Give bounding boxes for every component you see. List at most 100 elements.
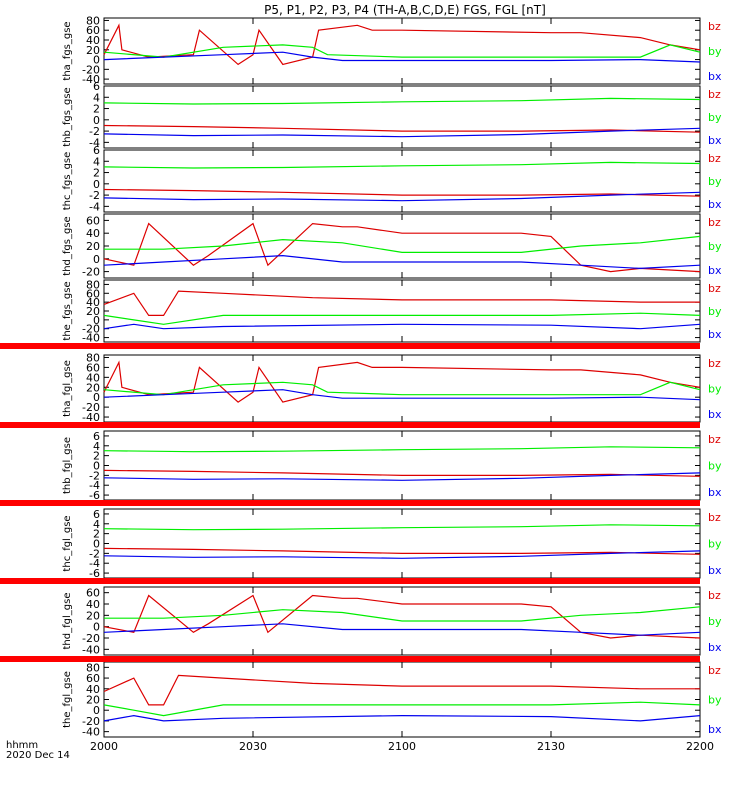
y-tick-label: -20 [82, 715, 100, 728]
y-tick-label: -2 [89, 125, 100, 138]
y-tick-label: -20 [82, 266, 100, 279]
legend-bz: bz [708, 433, 721, 446]
y-tick-label: 20 [86, 694, 100, 707]
bar-1 [0, 422, 700, 428]
legend-bx: bx [708, 70, 722, 83]
x-tick-label: 2000 [90, 740, 118, 753]
y-tick-label: 4 [93, 91, 100, 104]
y-tick-label: 20 [86, 305, 100, 318]
panel-frame [103, 430, 701, 501]
y-tick-label: 20 [86, 44, 100, 57]
series-line-bz [103, 222, 701, 273]
series-line-bz [103, 124, 701, 133]
legend-by: by [708, 615, 722, 628]
legend-by: by [708, 111, 722, 124]
panel-frame [103, 354, 701, 423]
series-line-by [103, 44, 701, 58]
x-tick-label: 2100 [388, 740, 416, 753]
series-line-bz [103, 188, 701, 197]
chart-title: P5, P1, P2, P3, P4 (TH-A,B,C,D,E) FGS, F… [264, 3, 546, 17]
y-tick-label: 0 [93, 253, 100, 266]
y-tick-label: 20 [86, 609, 100, 622]
series-line-bx [103, 472, 701, 481]
y-tick-label: 40 [86, 34, 100, 47]
y-tick-label: 6 [93, 144, 100, 157]
y-tick-label: 0 [93, 114, 100, 127]
series-line-bx [103, 389, 701, 401]
y-tick-label: 60 [86, 214, 100, 227]
y-tick-label: 0 [93, 178, 100, 191]
y-axis-label: tha_fgs_gse [62, 21, 73, 80]
series-line-bz [103, 594, 701, 639]
y-tick-label: -6 [89, 489, 100, 502]
legend-bx: bx [708, 564, 722, 577]
y-tick-label: 0 [93, 621, 100, 634]
y-tick-label: 4 [93, 518, 100, 531]
y-tick-label: 40 [86, 371, 100, 384]
legend-bz: bz [708, 282, 721, 295]
x-axis-annotation-date: 2020 Dec 14 [6, 750, 70, 761]
y-axis-label: thd_fgs_gse [62, 216, 73, 275]
y-tick-label: 0 [93, 314, 100, 327]
legend-bz: bz [708, 88, 721, 101]
legend-by: by [708, 538, 722, 551]
legend-bz: bz [708, 589, 721, 602]
series-line-by [103, 381, 701, 396]
panel-frame [103, 279, 701, 343]
y-tick-label: 0 [93, 538, 100, 551]
y-axis-label: the_fgs_gse [62, 281, 73, 340]
y-tick-label: 40 [86, 227, 100, 240]
series-line-by [103, 97, 701, 105]
y-tick-label: 60 [86, 361, 100, 374]
y-tick-label: 40 [86, 683, 100, 696]
panel-frame [103, 85, 701, 149]
series-line-bx [103, 323, 701, 330]
legend-by: by [708, 305, 722, 318]
y-tick-label: -40 [82, 726, 100, 739]
y-tick-label: 40 [86, 598, 100, 611]
series-line-by [103, 701, 701, 717]
series-line-by [104, 606, 701, 622]
series-line-bx [103, 127, 701, 138]
legend-by: by [708, 383, 722, 396]
series-line-by [103, 524, 701, 531]
series-line-by [103, 312, 701, 325]
y-tick-label: -4 [89, 200, 100, 213]
y-tick-label: 6 [93, 80, 100, 93]
y-tick-label: -20 [82, 632, 100, 645]
y-tick-label: 80 [86, 661, 100, 674]
series-line-by [104, 235, 701, 253]
y-tick-label: 4 [93, 440, 100, 453]
legend-bz: bz [708, 20, 721, 33]
y-tick-label: 6 [93, 430, 100, 443]
legend-by: by [708, 45, 722, 58]
panel-frame [103, 149, 701, 213]
y-tick-label: 80 [86, 14, 100, 27]
y-tick-label: -40 [82, 411, 100, 424]
legend-by: by [708, 175, 722, 188]
y-tick-label: -2 [89, 547, 100, 560]
series-line-bx [103, 623, 701, 636]
series-line-bz [103, 360, 701, 403]
legend-bz: bz [708, 511, 721, 524]
y-axis-label: tha_fgl_gse [62, 360, 73, 417]
series-line-bx [103, 254, 701, 270]
y-tick-label: -40 [82, 73, 100, 86]
y-tick-label: 60 [86, 287, 100, 300]
y-axis-label: thc_fgl_gse [62, 515, 73, 571]
legend-bx: bx [708, 723, 722, 736]
y-axis-label: the_fgl_gse [62, 671, 73, 728]
legend-bx: bx [708, 408, 722, 421]
panel-frame [103, 213, 701, 279]
x-axis-annotation-hhmm: hhmm [6, 740, 38, 751]
legend-bx: bx [708, 328, 722, 341]
y-tick-label: -6 [89, 567, 100, 580]
